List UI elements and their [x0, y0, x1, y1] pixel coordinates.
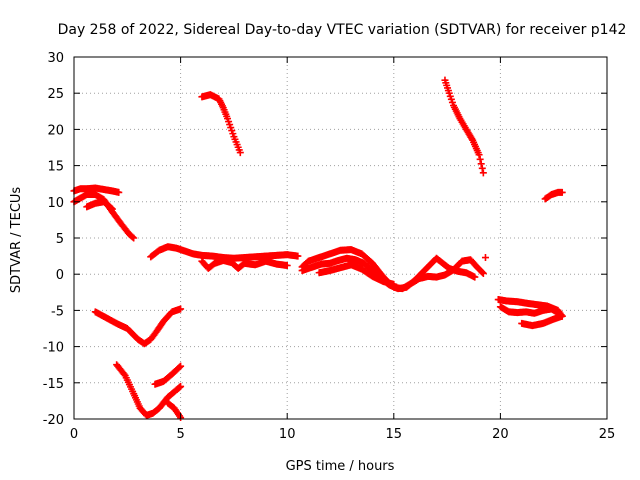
- axis-ticks: 0 5 10 15 20 25 -20 -15 -10 -5 0 5 10 15 20 25 30: [43, 51, 616, 442]
- data-point: [120, 370, 128, 378]
- series-arc-d: [91, 305, 185, 348]
- series-arc-e: [113, 361, 185, 419]
- x-tick-label: 0: [70, 427, 78, 442]
- data-point: [177, 362, 185, 370]
- data-points: [70, 76, 566, 422]
- data-point: [107, 204, 115, 212]
- data-point: [108, 205, 116, 213]
- y-tick-label: 20: [47, 123, 64, 138]
- data-point: [390, 280, 398, 288]
- data-point: [177, 305, 185, 313]
- x-tick-label: 10: [279, 427, 296, 442]
- y-tick-label: -20: [43, 413, 64, 428]
- x-tick-label: 15: [386, 427, 403, 442]
- data-point: [478, 164, 486, 172]
- data-point: [476, 155, 484, 163]
- series-arc-l: [298, 254, 479, 293]
- y-tick-label: 15: [47, 160, 64, 175]
- data-point: [115, 188, 123, 196]
- data-point: [294, 252, 302, 260]
- x-tick-label: 20: [492, 427, 509, 442]
- y-tick-label: -15: [43, 377, 64, 392]
- data-point: [475, 151, 483, 159]
- y-tick-label: 5: [56, 232, 64, 247]
- data-point: [283, 262, 291, 270]
- data-point: [558, 188, 566, 196]
- data-point: [177, 382, 185, 390]
- y-tick-label: 25: [47, 87, 64, 102]
- series-arc-f: [151, 362, 185, 388]
- chart-title: Day 258 of 2022, Sidereal Day-to-day VTE…: [58, 22, 627, 38]
- series-arc-s: [541, 188, 566, 203]
- series-arc-h: [147, 243, 302, 262]
- series-arc-r: [518, 312, 566, 330]
- data-point: [477, 160, 485, 168]
- y-tick-label: 10: [47, 196, 64, 211]
- series-arc-m: [315, 261, 398, 288]
- x-tick-label: 5: [176, 427, 184, 442]
- series-arc-j: [198, 91, 244, 157]
- data-point: [481, 254, 489, 262]
- series-arc-q: [496, 303, 564, 318]
- y-tick-label: 30: [47, 51, 64, 66]
- y-tick-label: -5: [51, 304, 64, 319]
- data-point: [478, 269, 486, 277]
- y-axis-label: SDTVAR / TECUs: [9, 187, 24, 294]
- y-tick-label: 0: [56, 268, 64, 283]
- y-tick-label: -10: [43, 341, 64, 356]
- series-arc-o: [481, 254, 489, 262]
- data-point: [479, 169, 487, 177]
- data-point: [558, 312, 566, 320]
- data-point: [471, 273, 479, 281]
- data-point: [130, 234, 138, 242]
- x-axis-label: GPS time / hours: [286, 459, 395, 474]
- series-arc-i: [198, 256, 291, 272]
- series-arc-n: [441, 76, 487, 177]
- x-tick-label: 25: [599, 427, 616, 442]
- series-arc-a: [70, 184, 123, 196]
- data-point: [176, 363, 184, 371]
- data-point: [129, 233, 137, 241]
- data-point: [479, 269, 487, 277]
- series-arc-c: [83, 198, 116, 213]
- data-point: [236, 149, 244, 157]
